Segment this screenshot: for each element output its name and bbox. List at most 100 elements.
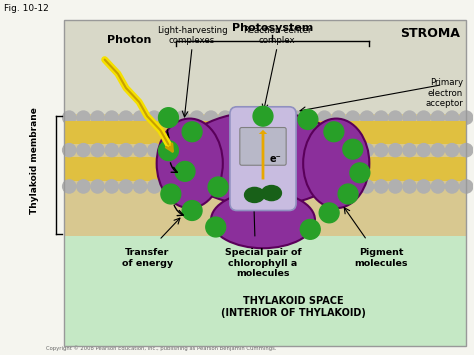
Circle shape xyxy=(219,143,232,157)
Circle shape xyxy=(206,217,226,237)
Circle shape xyxy=(77,111,90,124)
Text: Light-harvesting
complexes: Light-harvesting complexes xyxy=(157,26,228,45)
Circle shape xyxy=(460,143,473,157)
Text: Fig. 10-12: Fig. 10-12 xyxy=(4,5,49,13)
Circle shape xyxy=(431,180,445,193)
Circle shape xyxy=(304,143,317,157)
Ellipse shape xyxy=(178,111,348,206)
Circle shape xyxy=(319,203,339,223)
Circle shape xyxy=(350,163,370,183)
Circle shape xyxy=(460,180,473,193)
Text: Transfer
of energy: Transfer of energy xyxy=(122,248,173,268)
Circle shape xyxy=(190,111,203,124)
Circle shape xyxy=(446,180,459,193)
FancyBboxPatch shape xyxy=(240,127,286,165)
Text: Primary
electron
acceptor: Primary electron acceptor xyxy=(425,78,463,108)
Circle shape xyxy=(148,111,161,124)
Circle shape xyxy=(261,143,274,157)
Circle shape xyxy=(105,111,118,124)
Circle shape xyxy=(346,180,359,193)
Circle shape xyxy=(176,180,189,193)
Circle shape xyxy=(374,180,388,193)
Circle shape xyxy=(208,177,228,197)
Circle shape xyxy=(346,143,359,157)
Circle shape xyxy=(63,180,76,193)
Circle shape xyxy=(91,180,104,193)
Bar xyxy=(64,21,466,346)
Circle shape xyxy=(389,111,402,124)
Circle shape xyxy=(182,122,202,142)
Circle shape xyxy=(105,180,118,193)
Circle shape xyxy=(204,180,218,193)
Circle shape xyxy=(374,143,388,157)
Circle shape xyxy=(148,143,161,157)
Bar xyxy=(64,121,466,144)
Circle shape xyxy=(460,111,473,124)
Circle shape xyxy=(63,111,76,124)
Circle shape xyxy=(105,143,118,157)
Text: Photosystem: Photosystem xyxy=(232,23,313,33)
Circle shape xyxy=(290,111,303,124)
Circle shape xyxy=(431,111,445,124)
Circle shape xyxy=(162,111,175,124)
Bar xyxy=(64,157,466,181)
Circle shape xyxy=(275,180,289,193)
Circle shape xyxy=(318,143,331,157)
Circle shape xyxy=(233,143,246,157)
Text: Special pair of
chlorophyll a
molecules: Special pair of chlorophyll a molecules xyxy=(225,248,301,278)
Circle shape xyxy=(161,184,181,204)
Circle shape xyxy=(417,143,430,157)
Circle shape xyxy=(247,180,260,193)
Circle shape xyxy=(332,180,345,193)
Circle shape xyxy=(162,180,175,193)
Circle shape xyxy=(417,180,430,193)
Circle shape xyxy=(275,111,289,124)
Circle shape xyxy=(304,111,317,124)
Circle shape xyxy=(158,141,178,160)
Circle shape xyxy=(446,111,459,124)
Circle shape xyxy=(261,111,274,124)
Circle shape xyxy=(403,111,416,124)
Circle shape xyxy=(134,143,147,157)
Circle shape xyxy=(290,180,303,193)
Circle shape xyxy=(77,143,90,157)
Circle shape xyxy=(324,122,344,142)
Circle shape xyxy=(134,180,147,193)
Text: Copyright © 2008 Pearson Education, Inc., publishing as Pearson Benjamin Cumming: Copyright © 2008 Pearson Education, Inc.… xyxy=(46,345,277,350)
Circle shape xyxy=(374,111,388,124)
Circle shape xyxy=(176,143,189,157)
Circle shape xyxy=(77,180,90,193)
Circle shape xyxy=(431,143,445,157)
Text: Photon: Photon xyxy=(107,36,151,45)
Circle shape xyxy=(290,143,303,157)
Circle shape xyxy=(403,180,416,193)
Circle shape xyxy=(253,106,273,126)
Bar xyxy=(64,20,466,114)
Circle shape xyxy=(318,180,331,193)
Circle shape xyxy=(360,180,374,193)
Circle shape xyxy=(261,180,274,193)
Circle shape xyxy=(343,139,363,159)
Circle shape xyxy=(304,180,317,193)
Circle shape xyxy=(162,143,175,157)
Circle shape xyxy=(247,143,260,157)
Circle shape xyxy=(332,143,345,157)
Bar xyxy=(64,114,466,236)
Text: Pigment
molecules: Pigment molecules xyxy=(355,248,408,268)
Circle shape xyxy=(360,143,374,157)
Circle shape xyxy=(219,111,232,124)
Circle shape xyxy=(119,180,133,193)
Circle shape xyxy=(301,219,320,239)
Circle shape xyxy=(134,111,147,124)
Circle shape xyxy=(417,111,430,124)
Circle shape xyxy=(247,111,260,124)
Circle shape xyxy=(148,180,161,193)
Ellipse shape xyxy=(211,192,315,248)
Circle shape xyxy=(204,111,218,124)
Bar xyxy=(64,236,466,346)
Text: STROMA: STROMA xyxy=(400,27,460,40)
Circle shape xyxy=(175,162,195,181)
Circle shape xyxy=(233,180,246,193)
Text: Reaction-center
complex: Reaction-center complex xyxy=(243,26,311,45)
Circle shape xyxy=(403,143,416,157)
